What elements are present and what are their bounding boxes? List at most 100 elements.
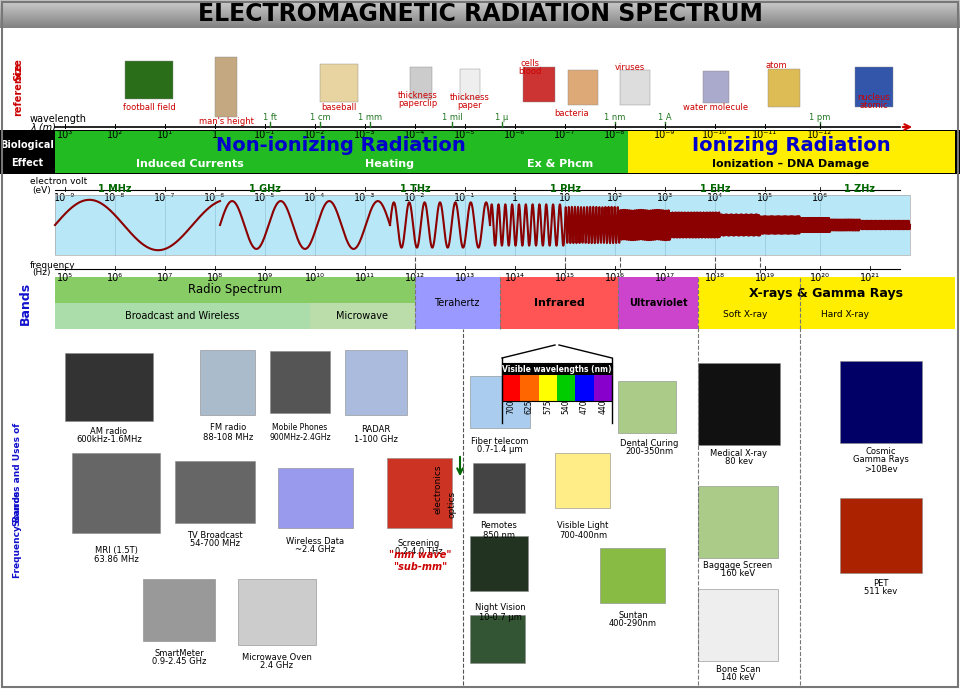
Text: Broadcast and Wireless: Broadcast and Wireless <box>125 311 239 321</box>
Text: paper: paper <box>458 101 482 110</box>
Bar <box>0 28 960 127</box>
Text: 10⁻¹: 10⁻¹ <box>454 193 475 203</box>
Text: 10³: 10³ <box>57 130 73 140</box>
Bar <box>0 15 960 16</box>
Bar <box>410 67 432 99</box>
Text: Hard X-ray: Hard X-ray <box>821 310 869 319</box>
Bar <box>0 13 960 14</box>
Bar <box>0 1 960 2</box>
Text: λ (m): λ (m) <box>30 123 56 133</box>
Text: 1 PHz: 1 PHz <box>549 184 581 194</box>
Bar <box>387 458 452 528</box>
Text: Wireless Data: Wireless Data <box>286 537 344 546</box>
Text: Suntan: Suntan <box>618 610 648 619</box>
Text: viruses: viruses <box>614 63 645 72</box>
Bar <box>698 277 955 329</box>
Text: Radio Spectrum: Radio Spectrum <box>188 283 282 296</box>
Text: 700-400nm: 700-400nm <box>559 531 607 539</box>
Text: thickness: thickness <box>398 90 438 99</box>
Text: 700: 700 <box>507 400 516 414</box>
Text: Visible Light: Visible Light <box>558 522 609 531</box>
Text: 10²: 10² <box>607 193 623 203</box>
Bar <box>0 23 960 24</box>
Bar <box>539 363 557 401</box>
Text: 10⁻²: 10⁻² <box>404 193 425 203</box>
Text: water molecule: water molecule <box>684 103 749 112</box>
Text: 1 MHz: 1 MHz <box>98 184 132 194</box>
Text: 10⁶: 10⁶ <box>812 193 828 203</box>
Bar <box>215 57 237 117</box>
Text: 80 kev: 80 kev <box>725 457 753 466</box>
Text: 10¹¹: 10¹¹ <box>355 273 375 283</box>
Text: Effect: Effect <box>11 158 43 168</box>
Bar <box>470 536 528 591</box>
Bar <box>320 64 358 102</box>
Text: 10⁻⁴: 10⁻⁴ <box>404 130 425 140</box>
Text: 1 μ: 1 μ <box>495 112 509 121</box>
Bar <box>0 17 960 18</box>
Bar <box>0 19 960 20</box>
Text: wavelength: wavelength <box>30 114 87 124</box>
Text: electronics: electronics <box>434 464 443 514</box>
Bar <box>698 589 778 661</box>
Text: atom: atom <box>765 61 787 70</box>
Text: 0.2-4.0 THz: 0.2-4.0 THz <box>396 548 443 557</box>
Text: 1: 1 <box>212 130 218 140</box>
Text: TV Broadcast: TV Broadcast <box>187 531 243 539</box>
Bar <box>55 195 910 255</box>
Bar <box>840 361 922 443</box>
Bar <box>575 363 593 401</box>
Text: PET: PET <box>874 579 889 588</box>
Text: 88-108 MHz: 88-108 MHz <box>203 433 253 442</box>
Bar <box>523 67 555 102</box>
Text: blood: blood <box>518 67 541 76</box>
Text: 10⁻⁶: 10⁻⁶ <box>204 193 226 203</box>
Text: 850 nm: 850 nm <box>483 531 515 539</box>
Text: 900MHz-2.4GHz: 900MHz-2.4GHz <box>269 433 331 442</box>
Text: 10⁻⁷: 10⁻⁷ <box>155 193 176 203</box>
Bar <box>0 4 960 5</box>
Text: >10Bev: >10Bev <box>864 464 898 473</box>
Bar <box>618 381 676 433</box>
Text: Size: Size <box>13 58 23 81</box>
Text: (Hz): (Hz) <box>32 269 51 278</box>
Text: 1 mm: 1 mm <box>358 112 382 121</box>
Bar <box>55 195 910 255</box>
Text: paperclip: paperclip <box>398 99 438 107</box>
Text: 10⁻¹: 10⁻¹ <box>254 130 276 140</box>
Text: 0.9-2.45 GHz: 0.9-2.45 GHz <box>152 657 206 666</box>
Text: 1 pm: 1 pm <box>809 112 830 121</box>
Bar <box>0 27 960 28</box>
Bar <box>593 363 612 401</box>
Text: 1 nm: 1 nm <box>604 112 626 121</box>
Text: 625: 625 <box>525 400 534 414</box>
Text: FM radio: FM radio <box>210 424 246 433</box>
Bar <box>0 2 960 3</box>
Text: 1-100 GHz: 1-100 GHz <box>354 435 398 444</box>
Bar <box>310 303 415 329</box>
Bar <box>55 131 628 173</box>
Bar <box>65 353 153 421</box>
Text: 160 keV: 160 keV <box>721 570 756 579</box>
Bar <box>0 9 960 10</box>
Bar <box>0 20 960 21</box>
Text: 2.4 GHz: 2.4 GHz <box>260 661 294 670</box>
Bar <box>175 461 255 523</box>
Text: MRI (1.5T): MRI (1.5T) <box>95 546 137 555</box>
Text: nucleus: nucleus <box>857 92 890 101</box>
Text: 10¹³: 10¹³ <box>455 273 475 283</box>
Bar <box>502 363 612 375</box>
Text: 10⁻⁹: 10⁻⁹ <box>55 193 76 203</box>
Text: 10⁹: 10⁹ <box>257 273 273 283</box>
Text: 10²⁰: 10²⁰ <box>810 273 830 283</box>
Bar <box>698 363 780 445</box>
Bar <box>0 333 960 685</box>
Bar <box>0 24 960 25</box>
Text: Ionization – DNA Damage: Ionization – DNA Damage <box>712 159 870 169</box>
Bar <box>557 363 575 401</box>
Bar <box>0 12 960 13</box>
Bar <box>270 351 330 413</box>
Text: Non-ionizing Radiation: Non-ionizing Radiation <box>216 136 466 155</box>
Text: thickness: thickness <box>450 92 490 101</box>
Text: 10⁴: 10⁴ <box>707 193 723 203</box>
